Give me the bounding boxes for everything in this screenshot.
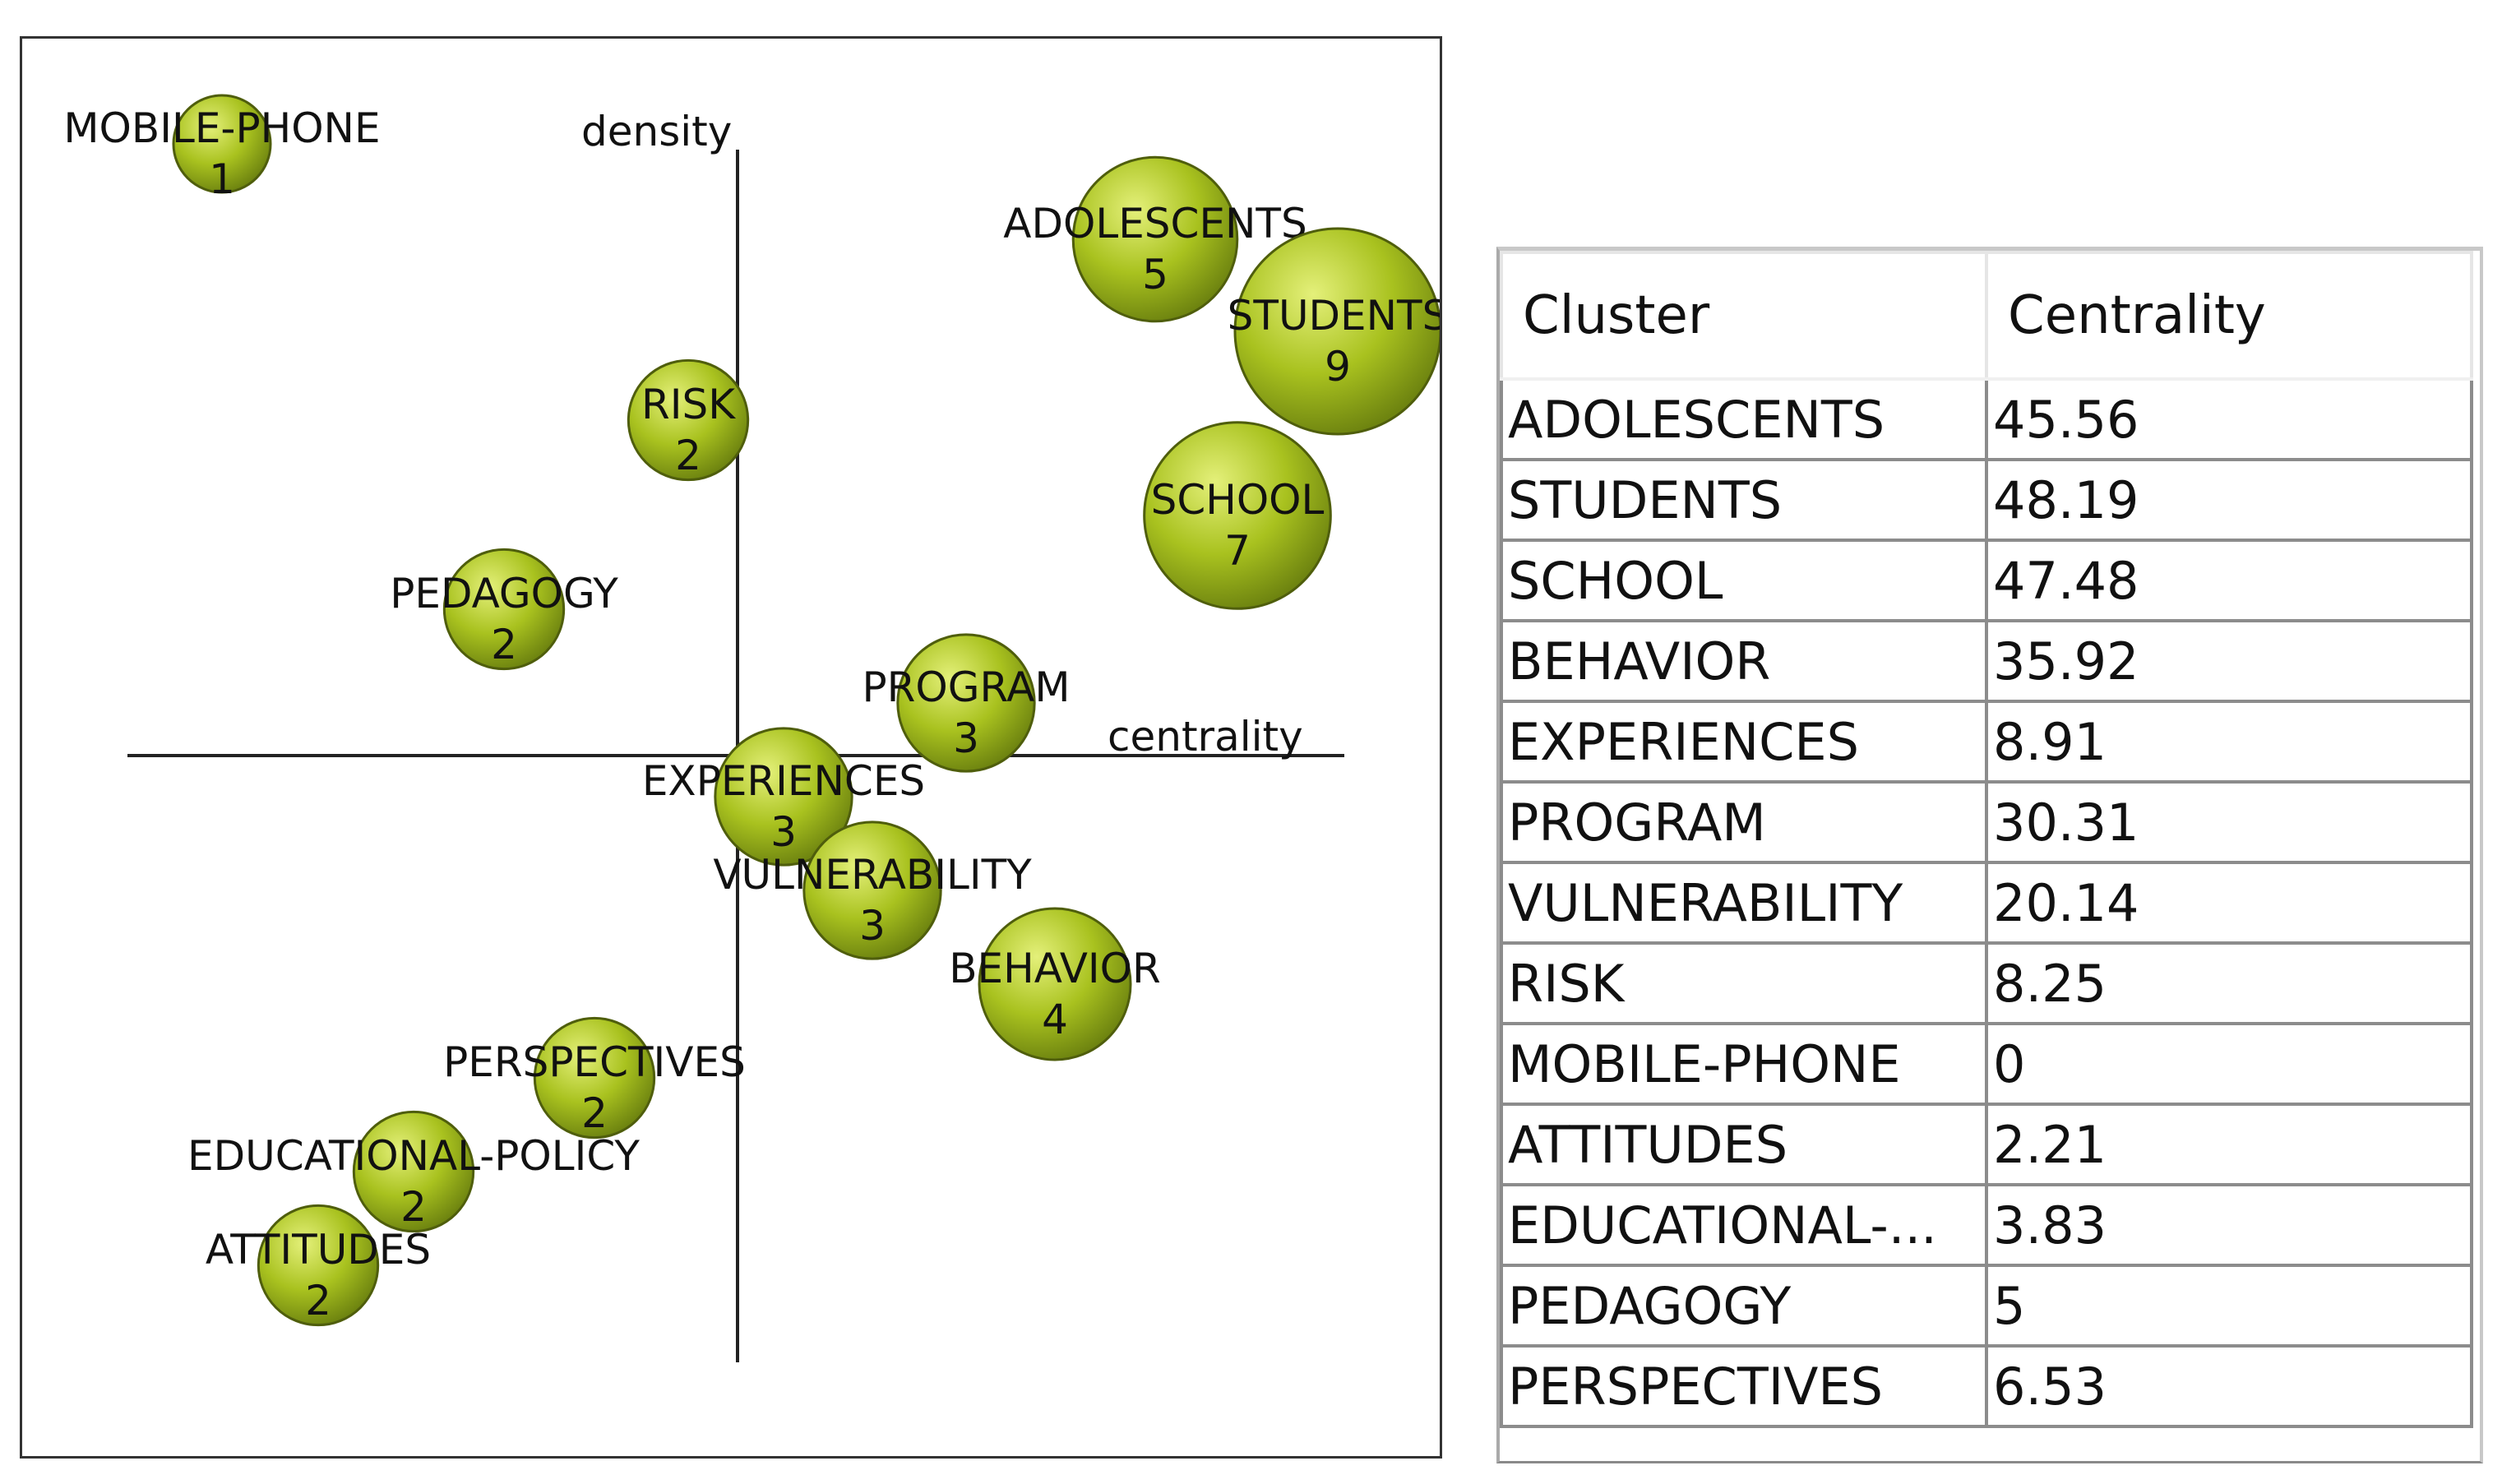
bubble-label-experiences: EXPERIENCES — [642, 757, 925, 805]
cell-cluster: PEDAGOGY — [1500, 1264, 1988, 1348]
cell-centrality: 48.19 — [1985, 458, 2473, 542]
bubble-label-program: PROGRAM — [862, 663, 1070, 711]
table-row[interactable]: PEDAGOGY 5 — [1500, 1264, 2473, 1348]
bubble-label-perspectives: PERSPECTIVES — [443, 1038, 746, 1086]
cell-centrality: 20.14 — [1985, 861, 2473, 945]
centrality-table-panel: Cluster Centrality ADOLESCENTS 45.56 STUD… — [1496, 247, 2483, 1463]
table-row[interactable]: EXPERIENCES 8.91 — [1500, 700, 2473, 784]
bubble-count-program: 3 — [953, 714, 979, 762]
cell-cluster: PROGRAM — [1500, 780, 1988, 864]
bubble-educational-policy[interactable] — [352, 1110, 475, 1233]
bubble-label-attitudes: ATTITUDES — [206, 1226, 431, 1274]
cell-centrality: 6.53 — [1985, 1344, 2473, 1428]
table-row[interactable]: BEHAVIOR 35.92 — [1500, 619, 2473, 703]
cell-cluster: ATTITUDES — [1500, 1103, 1988, 1186]
bubble-students[interactable] — [1233, 227, 1440, 436]
bubble-school[interactable] — [1143, 421, 1332, 610]
centrality-table: Cluster Centrality ADOLESCENTS 45.56 STUD… — [1500, 251, 2473, 1428]
table-row[interactable]: EDUCATIONAL-... 3.83 — [1500, 1183, 2473, 1267]
bubble-program[interactable] — [896, 633, 1036, 773]
bubble-count-students: 9 — [1325, 343, 1351, 391]
cell-centrality: 8.25 — [1985, 941, 2473, 1025]
bubble-risk[interactable] — [627, 358, 750, 482]
x-axis-label: centrality — [1108, 713, 1303, 760]
bubble-count-attitudes: 2 — [305, 1277, 331, 1325]
table-row[interactable]: PROGRAM 30.31 — [1500, 780, 2473, 864]
bubble-perspectives[interactable] — [533, 1016, 656, 1140]
cell-cluster: PERSPECTIVES — [1500, 1344, 1988, 1428]
bubble-attitudes[interactable] — [257, 1204, 380, 1327]
bubble-label-vulnerability: VULNERABILITY — [713, 851, 1032, 899]
cell-cluster: EXPERIENCES — [1500, 700, 1988, 784]
bubbles-layer: MOBILE-PHONE1ADOLESCENTS5STUDENTS9RISK2S… — [63, 94, 1440, 1327]
table-row[interactable]: PERSPECTIVES 6.53 — [1500, 1344, 2473, 1428]
bubble-label-behavior: BEHAVIOR — [949, 945, 1161, 992]
bubble-count-school: 7 — [1224, 527, 1251, 575]
bubble-count-perspectives: 2 — [581, 1089, 608, 1137]
y-axis-label: density — [581, 108, 732, 155]
bubble-count-adolescents: 5 — [1142, 251, 1168, 298]
bubble-adolescents[interactable] — [1071, 155, 1239, 323]
bubble-count-risk: 2 — [675, 432, 701, 479]
table-row[interactable]: ATTITUDES 2.21 — [1500, 1103, 2473, 1186]
cell-cluster: MOBILE-PHONE — [1500, 1022, 1988, 1106]
cell-cluster: SCHOOL — [1500, 539, 1988, 622]
bubble-experiences[interactable] — [714, 727, 853, 867]
cell-centrality: 30.31 — [1985, 780, 2473, 864]
cell-cluster: RISK — [1500, 941, 1988, 1025]
column-header-cluster[interactable]: Cluster — [1500, 251, 1988, 381]
cell-centrality: 2.21 — [1985, 1103, 2473, 1186]
cell-cluster: BEHAVIOR — [1500, 619, 1988, 703]
cell-cluster: ADOLESCENTS — [1500, 377, 1988, 461]
bubble-label-pedagogy: PEDAGOGY — [390, 570, 618, 617]
bubble-label-educational-policy: EDUCATIONAL-POLICY — [187, 1132, 640, 1180]
bubble-label-students: STUDENTS — [1228, 292, 1440, 340]
cell-cluster: STUDENTS — [1500, 458, 1988, 542]
cell-centrality: 8.91 — [1985, 700, 2473, 784]
cell-cluster: VULNERABILITY — [1500, 861, 1988, 945]
bubble-count-mobile-phone: 1 — [209, 155, 235, 203]
bubble-count-pedagogy: 2 — [491, 621, 517, 668]
table-header-row: Cluster Centrality — [1500, 251, 2473, 381]
cell-centrality: 0 — [1985, 1022, 2473, 1106]
table-row[interactable]: RISK 8.25 — [1500, 941, 2473, 1025]
bubble-label-risk: RISK — [641, 381, 736, 428]
cell-centrality: 35.92 — [1985, 619, 2473, 703]
cell-centrality: 45.56 — [1985, 377, 2473, 461]
bubble-vulnerability[interactable] — [802, 821, 942, 960]
column-header-centrality[interactable]: Centrality — [1985, 251, 2473, 381]
bubble-count-behavior: 4 — [1042, 996, 1068, 1043]
table-row[interactable]: VULNERABILITY 20.14 — [1500, 861, 2473, 945]
bubble-behavior[interactable] — [978, 907, 1132, 1061]
bubble-pedagogy[interactable] — [442, 548, 566, 671]
table-row[interactable]: SCHOOL 47.48 — [1500, 539, 2473, 622]
strategic-diagram-panel: density centrality MOBILE-PHONE 1 ADOLESCE… — [20, 36, 1442, 1459]
cell-cluster: EDUCATIONAL-... — [1500, 1183, 1988, 1267]
cell-centrality: 3.83 — [1985, 1183, 2473, 1267]
table-row[interactable]: ADOLESCENTS 45.56 — [1500, 377, 2473, 461]
bubble-count-experiences: 3 — [770, 808, 797, 856]
bubble-mobile-phone[interactable] — [172, 94, 272, 194]
bubble-count-vulnerability: 3 — [859, 902, 886, 950]
bubble-label-school: SCHOOL — [1151, 476, 1325, 524]
cell-centrality: 47.48 — [1985, 539, 2473, 622]
bubble-count-educational-policy: 2 — [400, 1183, 427, 1231]
table-row[interactable]: MOBILE-PHONE 0 — [1500, 1022, 2473, 1106]
bubble-label-mobile-phone: MOBILE-PHONE — [63, 104, 380, 152]
cell-centrality: 5 — [1985, 1264, 2473, 1348]
table-row[interactable]: STUDENTS 48.19 — [1500, 458, 2473, 542]
bubble-label-adolescents: ADOLESCENTS — [1003, 200, 1306, 247]
